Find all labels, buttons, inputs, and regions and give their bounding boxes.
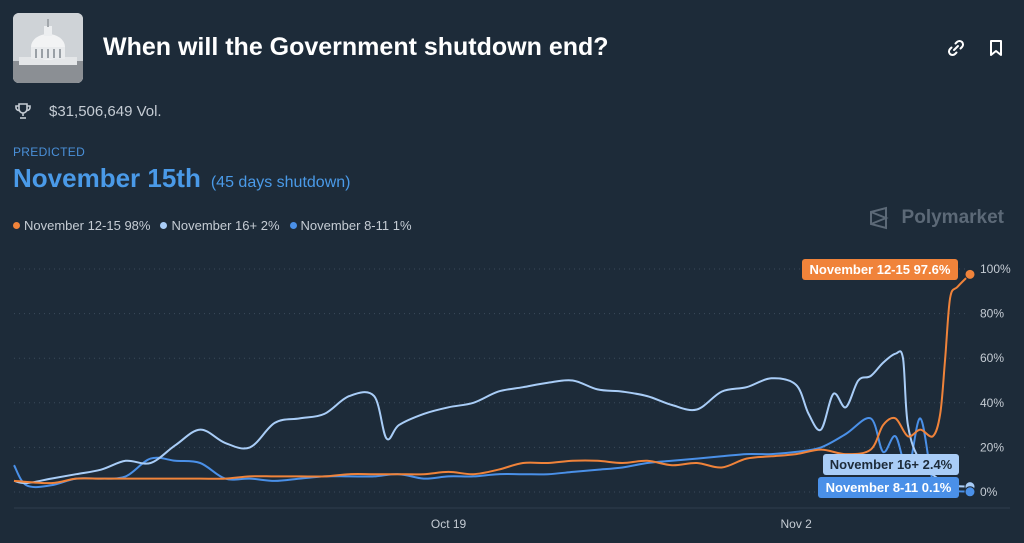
series-line-nov-12-15 [13, 273, 971, 485]
end-label-nov-12-15: November 12-15 97.6% [810, 262, 951, 277]
market-title: When will the Government shutdown end? [103, 33, 609, 61]
polymarket-logo-icon [869, 206, 889, 230]
volume-info: $31,506,649 Vol. [13, 101, 162, 121]
brand-name: Polymarket [901, 207, 1004, 228]
bookmark-icon[interactable] [986, 38, 1006, 58]
y-tick-label: 100% [980, 262, 1011, 276]
predicted-detail: (45 days shutdown) [210, 174, 351, 191]
series-line-nov-8-11 [13, 417, 971, 493]
legend-item-nov-16-plus[interactable]: November 16+ 2% [160, 218, 280, 233]
predicted-label: PREDICTED [13, 145, 86, 159]
legend-item-nov-8-11[interactable]: November 8-11 1% [289, 218, 412, 233]
y-tick-label: 60% [980, 351, 1004, 365]
legend-dot [289, 222, 297, 229]
link-icon[interactable] [946, 38, 966, 58]
legend-label: November 12-15 98% [24, 218, 151, 233]
legend-label: November 8-11 1% [300, 218, 412, 233]
legend-item-nov-12-15[interactable]: November 12-15 98% [13, 218, 150, 233]
y-tick-label: 0% [980, 485, 998, 499]
predicted-outcome: November 15th [13, 163, 201, 193]
legend-dot [13, 222, 20, 229]
y-tick-label: 80% [980, 307, 1004, 321]
chart-legend: November 12-15 98% November 16+ 2% Novem… [13, 218, 412, 233]
legend-dot [160, 222, 168, 229]
trophy-icon [15, 103, 31, 119]
series-end-point-nov-12-15 [964, 268, 976, 280]
end-label-box-nov-12-15 [802, 259, 958, 280]
y-tick-label: 20% [980, 440, 1004, 454]
series-end-point-nov-8-11 [964, 486, 976, 498]
volume-value: $31,506,649 Vol. [49, 102, 162, 120]
end-label-nov-16-plus: November 16+ 2.4% [830, 457, 953, 472]
polymarket-watermark: Polymarket [868, 206, 1004, 230]
x-tick-label: Oct 19 [431, 517, 467, 531]
end-label-nov-8-11: November 8-11 0.1% [826, 480, 952, 495]
end-label-box-nov-8-11 [818, 477, 959, 498]
legend-label: November 16+ 2% [171, 218, 280, 233]
end-label-box-nov-16-plus [823, 454, 959, 475]
series-line-nov-16-plus [13, 350, 971, 488]
prediction: November 15th (45 days shutdown) [13, 163, 350, 194]
capitol-building-image [13, 13, 83, 83]
x-tick-label: Nov 2 [781, 517, 813, 531]
y-tick-label: 40% [980, 396, 1004, 410]
market-thumbnail [13, 13, 83, 83]
